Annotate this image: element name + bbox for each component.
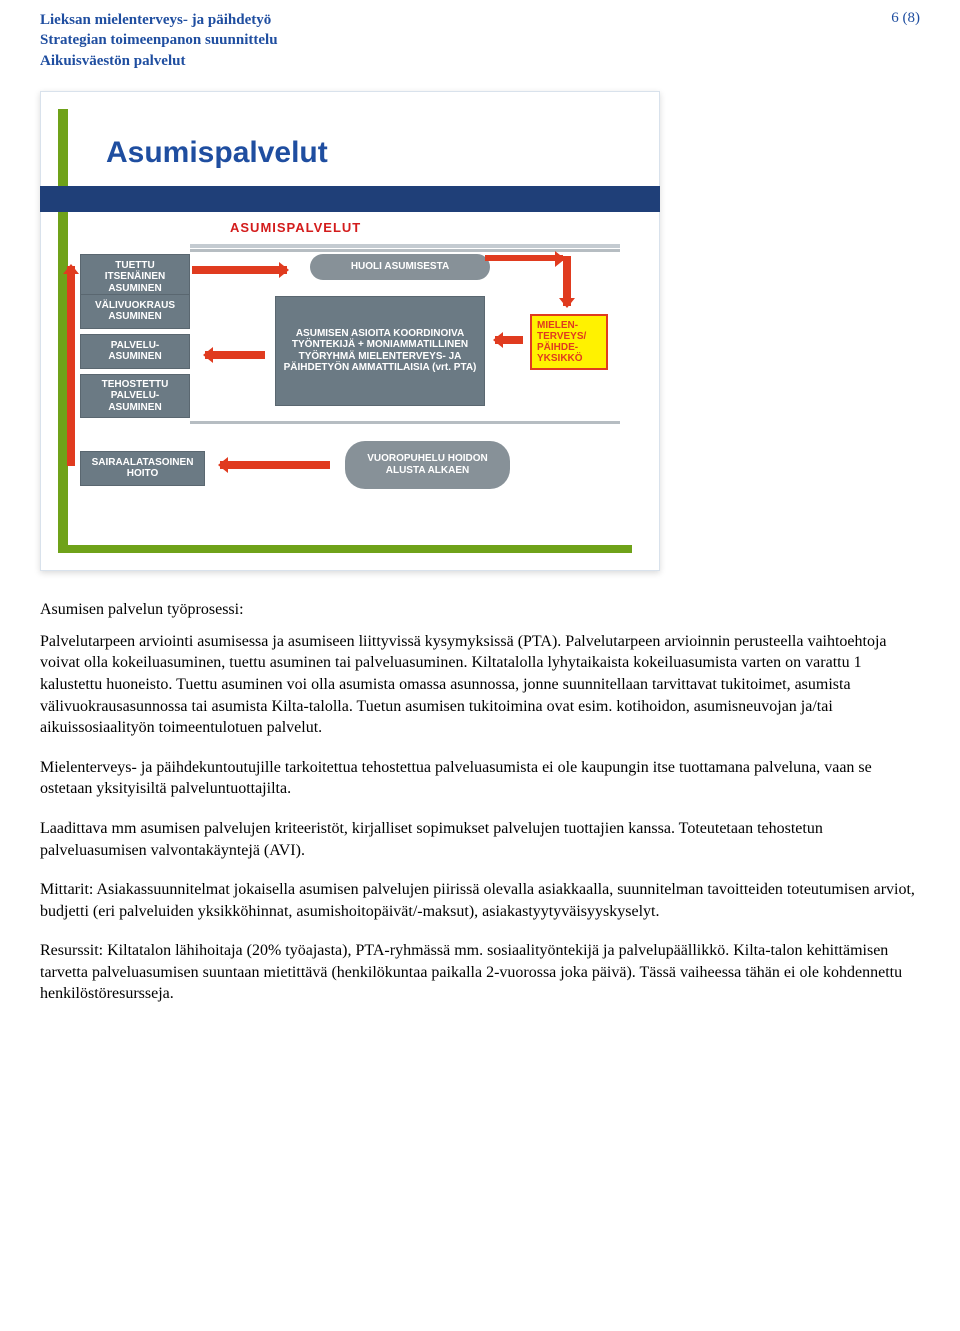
flowchart-subtitle: ASUMISPALVELUT xyxy=(230,220,361,235)
page-number: 6 (8) xyxy=(891,10,920,71)
node-vuoropuhelu: VUOROPUHELU HOIDON ALUSTA ALKAEN xyxy=(345,441,510,489)
node-koordinoiva: ASUMISEN ASIOITA KOORDINOIVA TYÖNTEKIJÄ … xyxy=(275,296,485,406)
paragraph-1: Palvelutarpeen arviointi asumisessa ja a… xyxy=(40,631,920,739)
paragraph-2: Mielenterveys- ja päihdekuntoutujille ta… xyxy=(40,757,920,800)
node-sairaalatasoinen: SAIRAALATASOINEN HOITO xyxy=(80,451,205,486)
node-mielenterveys-yksikko: MIELEN-TERVEYS/ PÄIHDE-YKSIKKÖ xyxy=(530,314,608,370)
header-line2: Strategian toimeenpanon suunnittelu xyxy=(40,30,278,50)
arrow-yellow-left xyxy=(495,336,523,344)
arrow-center-left xyxy=(205,351,265,359)
flowchart-canvas: ASUMISPALVELUT TUETTU ITSENÄINEN ASUMINE… xyxy=(80,226,640,536)
slide-blue-bar xyxy=(40,186,660,212)
canvas-shadow xyxy=(190,244,620,248)
paragraph-5: Resurssit: Kiltatalon lähihoitaja (20% t… xyxy=(40,940,920,1005)
node-palveluasuminen: PALVELU-ASUMINEN xyxy=(80,334,190,369)
node-valivuokraus: VÄLIVUOKRAUS ASUMINEN xyxy=(80,294,190,329)
arrow-left-up xyxy=(67,266,75,466)
header-left: Lieksan mielenterveys- ja päihdetyö Stra… xyxy=(40,10,278,71)
arrow-bottom-left xyxy=(220,461,330,469)
header-line1: Lieksan mielenterveys- ja päihdetyö xyxy=(40,10,278,30)
arrow-top-right xyxy=(485,255,563,261)
node-huoli: HUOLI ASUMISESTA xyxy=(310,254,490,280)
slide-title: Asumispalvelut xyxy=(106,136,328,170)
paragraph-4: Mittarit: Asiakassuunnitelmat jokaisella… xyxy=(40,879,920,922)
flowchart-slide: Asumispalvelut ASUMISPALVELUT TUETTU ITS… xyxy=(40,91,660,571)
slide-frame-bottom xyxy=(58,545,632,553)
node-tehostettu: TEHOSTETTU PALVELU-ASUMINEN xyxy=(80,374,190,418)
arrow-left1-right xyxy=(192,266,287,274)
paragraph-3: Laadittava mm asumisen palvelujen kritee… xyxy=(40,818,920,861)
section-heading: Asumisen palvelun työprosessi: xyxy=(40,601,920,619)
gray-bar-2 xyxy=(190,421,620,424)
page-header: Lieksan mielenterveys- ja päihdetyö Stra… xyxy=(40,10,920,71)
header-line3: Aikuisväestön palvelut xyxy=(40,51,278,71)
